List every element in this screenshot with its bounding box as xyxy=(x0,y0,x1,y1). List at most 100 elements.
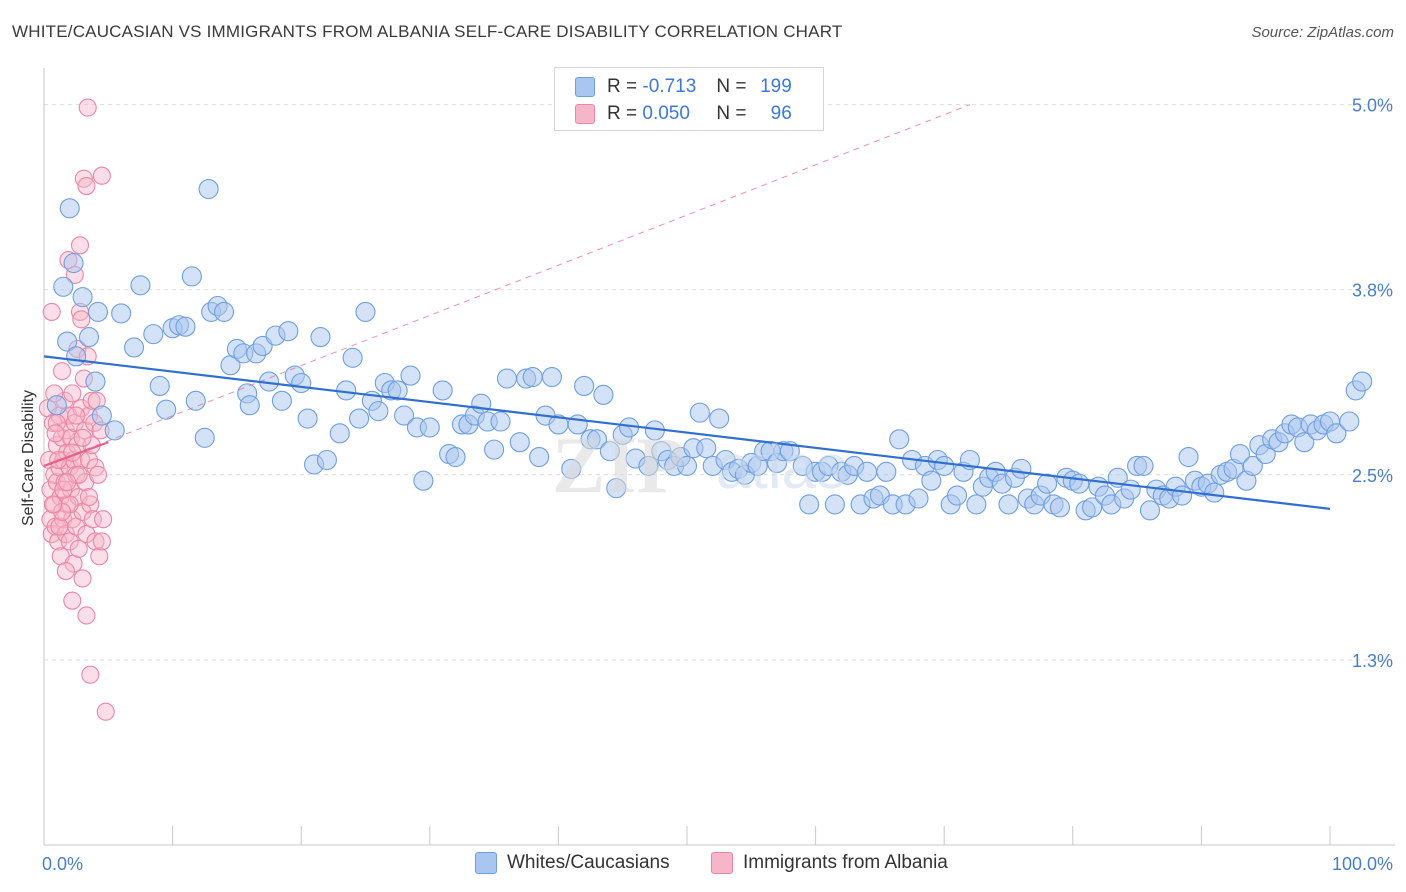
albania-point xyxy=(72,310,91,329)
albania-point xyxy=(79,450,99,470)
white-point xyxy=(1178,446,1199,468)
white-point xyxy=(329,423,350,444)
albania-point xyxy=(63,591,82,610)
albania-point xyxy=(46,424,65,443)
albania-point xyxy=(67,406,86,425)
white-point xyxy=(638,455,659,476)
white-point xyxy=(1242,455,1263,476)
legend-row-albania: R = 0.050 N = 96 xyxy=(575,101,792,127)
white-point xyxy=(57,331,78,352)
white-point xyxy=(78,327,100,348)
white-point xyxy=(104,420,125,441)
albania-point xyxy=(92,166,111,185)
trend-lines xyxy=(43,104,1331,510)
white-legend-swatch xyxy=(475,852,497,874)
white-point xyxy=(291,372,312,394)
albania-point xyxy=(96,702,115,721)
white-point xyxy=(349,408,370,429)
albania-point xyxy=(42,302,61,321)
albania-point xyxy=(88,465,108,484)
watermark: ZIP atlas xyxy=(552,422,847,510)
white-point xyxy=(342,347,363,368)
albania-point xyxy=(83,510,102,529)
white-point xyxy=(149,375,170,397)
white-point xyxy=(198,178,219,200)
y-tick-label: 1.3% xyxy=(1352,651,1393,671)
source-label: Source: ZipAtlas.com xyxy=(1251,24,1394,41)
white-point xyxy=(856,461,878,482)
white-point xyxy=(484,439,505,460)
white-point xyxy=(490,411,511,432)
legend-n-label: N = xyxy=(716,76,747,97)
white-point xyxy=(297,408,318,429)
white-point xyxy=(689,402,710,423)
white-point xyxy=(998,494,1019,515)
legend-n-label: N = xyxy=(716,103,747,124)
white-point xyxy=(1229,444,1251,465)
white-point xyxy=(87,301,109,322)
white-point xyxy=(1352,371,1373,392)
white-point xyxy=(1069,473,1090,494)
white-point xyxy=(278,321,299,342)
y-tick-label: 3.8% xyxy=(1352,281,1393,301)
white-point xyxy=(400,365,421,386)
white-point xyxy=(541,367,563,388)
white-point xyxy=(175,316,196,337)
white-point xyxy=(496,368,518,389)
legend-r-label: R = xyxy=(607,103,638,124)
white-point xyxy=(1133,455,1154,476)
white-point xyxy=(143,324,164,345)
white-point xyxy=(185,390,206,411)
legend-r-value: 0.050 xyxy=(642,103,690,124)
albania-point xyxy=(86,458,105,477)
white-point xyxy=(876,461,897,482)
albania-point xyxy=(52,362,72,381)
albania-point xyxy=(43,495,63,514)
white-point xyxy=(46,395,67,416)
white-point xyxy=(72,287,93,308)
white-point xyxy=(194,427,215,448)
albania-point xyxy=(41,480,60,499)
legend-item-label: Whites/Caucasians xyxy=(507,852,670,873)
legend-row-white: R = -0.713 N = 199 xyxy=(575,74,792,100)
white-point xyxy=(53,276,74,297)
white-point xyxy=(908,488,929,509)
white-point xyxy=(419,417,440,438)
albania-point xyxy=(79,487,99,507)
y-tick-label: 5.0% xyxy=(1352,96,1393,116)
white-point xyxy=(966,494,987,515)
albania-point xyxy=(63,384,82,403)
albania-trend-line xyxy=(43,441,109,467)
albania-point xyxy=(78,98,97,117)
axes xyxy=(43,68,1395,846)
albania-legend-swatch xyxy=(711,852,733,874)
white-point xyxy=(471,393,492,414)
albania-point xyxy=(81,495,100,514)
white-point xyxy=(156,399,177,420)
white-point xyxy=(1294,432,1315,453)
tick-labels: 1.3% 2.5% 3.8% 5.0% 0.0% 100.0% xyxy=(42,96,1393,874)
white-point xyxy=(606,478,627,499)
albania-point xyxy=(77,177,96,196)
white-point xyxy=(522,367,543,388)
albania-point xyxy=(69,539,88,558)
albania-trend-extended xyxy=(43,104,971,467)
series-legend: Whites/Caucasians Immigrants from Albani… xyxy=(0,852,1406,878)
x-tick-label: 100.0% xyxy=(1332,854,1393,874)
albania-point xyxy=(81,665,100,684)
white-points xyxy=(46,178,1373,521)
white-point xyxy=(586,429,608,450)
y-axis-label: Self-Care Disability xyxy=(20,390,37,526)
legend-r-value: -0.713 xyxy=(642,76,697,97)
white-point xyxy=(130,275,151,296)
white-point xyxy=(1204,482,1225,503)
legend-n-value: 96 xyxy=(770,103,792,124)
watermark-zip: ZIP xyxy=(552,422,685,510)
white-point xyxy=(413,470,434,491)
white-point xyxy=(1082,497,1103,518)
white-point xyxy=(574,375,595,397)
white-point xyxy=(123,337,145,358)
grid-lines xyxy=(44,104,1395,661)
legend-r-label: R = xyxy=(607,76,638,97)
